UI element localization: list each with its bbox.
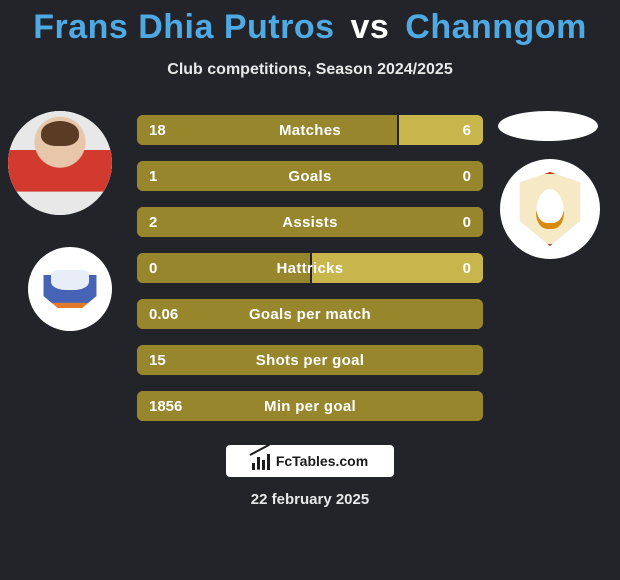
player1-name: Frans Dhia Putros	[33, 8, 334, 46]
stat-row: 186Matches	[137, 115, 483, 145]
stat-label: Hattricks	[137, 253, 483, 283]
player2-avatar	[498, 111, 598, 141]
player1-avatar	[8, 111, 112, 215]
vs-separator: vs	[350, 8, 389, 46]
stat-label: Shots per goal	[137, 345, 483, 375]
crest-icon	[517, 172, 583, 246]
stat-row: 15Shots per goal	[137, 345, 483, 375]
stat-label: Goals	[137, 161, 483, 191]
stat-label: Assists	[137, 207, 483, 237]
stat-row: 10Goals	[137, 161, 483, 191]
player2-club-crest	[500, 159, 600, 259]
stat-label: Min per goal	[137, 391, 483, 421]
date-label: 22 february 2025	[0, 491, 620, 508]
player1-club-crest	[28, 247, 112, 331]
brand-label: FcTables.com	[276, 453, 368, 469]
page-title: Frans Dhia Putros vs Channgom	[0, 0, 620, 47]
comparison-panel: 186Matches 10Goals 20Assists 00Hattricks 0.0…	[0, 111, 620, 421]
player1-photo-placeholder	[8, 111, 112, 215]
stat-row: 20Assists	[137, 207, 483, 237]
stat-bars: 186Matches 10Goals 20Assists 00Hattricks 0.0…	[137, 111, 483, 421]
stat-label: Matches	[137, 115, 483, 145]
brand-badge: FcTables.com	[226, 445, 394, 477]
stat-row: 00Hattricks	[137, 253, 483, 283]
subtitle: Club competitions, Season 2024/2025	[0, 61, 620, 79]
player2-name: Channgom	[405, 8, 587, 46]
chart-icon	[252, 452, 270, 470]
stat-label: Goals per match	[137, 299, 483, 329]
crest-icon	[41, 260, 100, 319]
stat-row: 1856Min per goal	[137, 391, 483, 421]
stat-row: 0.06Goals per match	[137, 299, 483, 329]
